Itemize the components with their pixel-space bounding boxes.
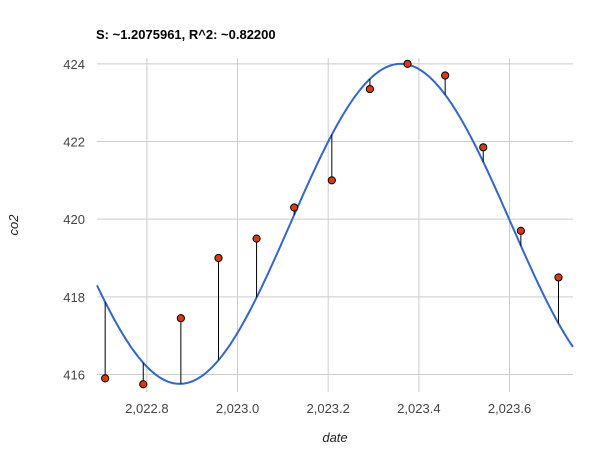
data-point bbox=[139, 380, 148, 389]
fit-curve bbox=[96, 62, 574, 385]
residual-lines bbox=[104, 63, 559, 385]
data-point bbox=[479, 143, 488, 152]
y-tick-label: 416 bbox=[63, 368, 85, 383]
y-tick-label: 420 bbox=[63, 212, 85, 227]
data-points bbox=[101, 59, 563, 389]
x-axis-ticks: 2,022.8 2,023.0 2,023.2 2,023.4 2,023.6 bbox=[125, 401, 531, 416]
data-point bbox=[252, 234, 261, 243]
x-tick-label: 2,023.4 bbox=[397, 401, 440, 416]
y-tick-label: 418 bbox=[63, 290, 85, 305]
data-point bbox=[176, 314, 185, 323]
chart-title: S: ~1.2075961, R^2: ~0.82200 bbox=[96, 27, 276, 42]
fit-curve-layer bbox=[96, 62, 574, 385]
x-tick-label: 2,022.8 bbox=[125, 401, 168, 416]
x-tick-label: 2,023.6 bbox=[488, 401, 531, 416]
data-point bbox=[214, 253, 223, 263]
data-point bbox=[441, 71, 450, 80]
data-point bbox=[554, 273, 563, 282]
data-point bbox=[327, 176, 336, 185]
y-axis-ticks: 416 418 420 422 424 bbox=[63, 57, 85, 383]
y-axis-label: co2 bbox=[6, 214, 21, 236]
data-point bbox=[101, 374, 110, 383]
x-tick-label: 2,023.0 bbox=[216, 401, 259, 416]
y-tick-label: 422 bbox=[63, 135, 85, 150]
x-axis-label: date bbox=[322, 430, 347, 445]
data-point bbox=[290, 203, 299, 212]
data-point bbox=[403, 59, 412, 68]
data-point bbox=[516, 226, 525, 235]
data-point bbox=[365, 84, 375, 94]
y-tick-label: 424 bbox=[63, 57, 85, 72]
x-tick-label: 2,023.2 bbox=[307, 401, 350, 416]
grid-lines bbox=[97, 58, 573, 392]
